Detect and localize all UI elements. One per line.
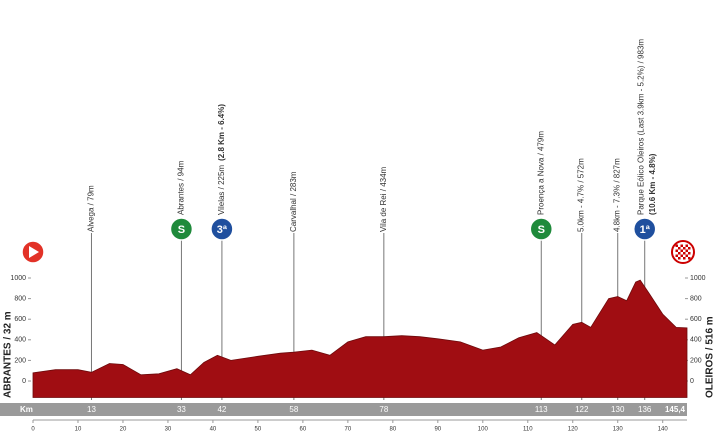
finish-check [683,247,686,250]
waypoint-icon-text: 3ª [217,224,228,236]
finish-check [683,257,686,260]
finish-check [680,244,683,247]
y-tick-label-right: 200 [690,357,702,364]
elevation-area [32,279,688,398]
y-tick-label-right: 0 [690,378,694,385]
x-tick-label: 140 [658,427,669,433]
waypoint-name: Vilelas / 225m [217,165,226,215]
x-tick-label: 20 [120,427,127,433]
km-label: 58 [289,405,298,414]
waypoint-name: 4.8km - 7.3% / 827m [613,158,622,232]
x-tick-label: 130 [613,427,624,433]
waypoint-note: (2.8 Km - 6.4%) [217,104,226,161]
finish-check [688,252,691,255]
km-label: 13 [87,405,96,414]
x-tick-label: 10 [75,427,82,433]
km-label: 78 [379,405,388,414]
waypoint-label: Vila de Rei / 434m [379,166,388,232]
waypoint-name: Parque Eólico Oleiros (Last 3.9km - 5.2%… [637,39,646,215]
x-tick-label: 40 [210,427,217,433]
km-label: 130 [611,405,625,414]
km-label: 33 [177,405,186,414]
finish-check [688,247,691,250]
waypoint-label: Abrantes / 94m [177,160,186,215]
x-tick-label: 80 [389,427,396,433]
x-tick-label: 70 [345,427,352,433]
waypoint-icon-text: 1ª [640,224,651,236]
y-tick-label: 800 [14,295,26,302]
waypoint-icon-text: S [538,224,545,236]
x-tick-label: 90 [434,427,441,433]
km-label: 136 [638,405,652,414]
finish-check [675,244,678,247]
finish-check [678,257,681,260]
finish-name: OLEIROS / 516 m [705,316,716,398]
km-bar [0,403,687,416]
waypoint-name: Carvalhal / 283m [289,171,298,232]
y-tick-label: 400 [14,337,26,344]
y-tick-label: 600 [14,316,26,323]
waypoint-name: Alvega / 79m [87,185,96,232]
waypoint-name: Abrantes / 94m [177,160,186,215]
finish-check [685,244,688,247]
finish-check [680,254,683,257]
km-title: Km [20,405,33,414]
km-label: 113 [535,405,548,414]
finish-check [675,254,678,257]
y-tick-label: 0 [22,378,26,385]
waypoint-icon [529,217,554,241]
waypoint-icon [169,217,194,241]
waypoint-label: Vilelas / 225m (2.8 Km - 6.4%) [217,104,226,215]
finish-check [685,254,688,257]
waypoint-icon [210,217,234,241]
y-tick-label-right: 400 [690,337,702,344]
waypoint-name: Proença a Nova / 479m [536,131,545,215]
start-arrow [29,246,39,258]
y-tick-label-right: 1000 [690,275,706,282]
x-tick-label: 60 [300,427,307,433]
waypoint-label: Proença a Nova / 479m [536,131,545,215]
waypoint-label: 5.0km - 4.7% / 572m [577,158,586,232]
y-tick-label: 1000 [10,275,26,282]
km-label: 42 [217,405,226,414]
finish-check [683,252,686,255]
waypoint-icon [632,217,657,241]
x-tick-label: 0 [31,427,35,433]
finish-check [685,249,688,252]
waypoint-label: Parque Eólico Oleiros (Last 3.9km - 5.2%… [637,39,646,215]
x-tick-label: 100 [478,427,489,433]
finish-check [678,252,681,255]
y-tick-label: 200 [14,357,26,364]
km-label: 122 [575,405,589,414]
x-tick-label: 120 [568,427,579,433]
finish-check [688,257,691,260]
start-name: ABRANTES / 32 m [3,311,14,398]
y-tick-label-right: 600 [690,316,702,323]
waypoint-name: 5.0km - 4.7% / 572m [577,158,586,232]
waypoint-note: (10.6 Km - 4.8%) [648,153,657,215]
waypoint-label: Alvega / 79m [87,185,96,232]
x-tick-label: 110 [523,427,533,433]
y-tick-label-right: 800 [690,295,702,302]
waypoint-name: Vila de Rei / 434m [379,166,388,232]
finish-check [675,249,678,252]
finish-check [680,249,683,252]
waypoint-label: 4.8km - 7.3% / 827m [613,158,622,232]
waypoint-icon-text: S [178,224,185,236]
waypoint-label: Carvalhal / 283m [289,171,298,232]
km-label: 145,4 [665,405,686,414]
x-tick-label: 50 [255,427,262,433]
x-tick-label: 30 [165,427,172,433]
finish-check [678,247,681,250]
